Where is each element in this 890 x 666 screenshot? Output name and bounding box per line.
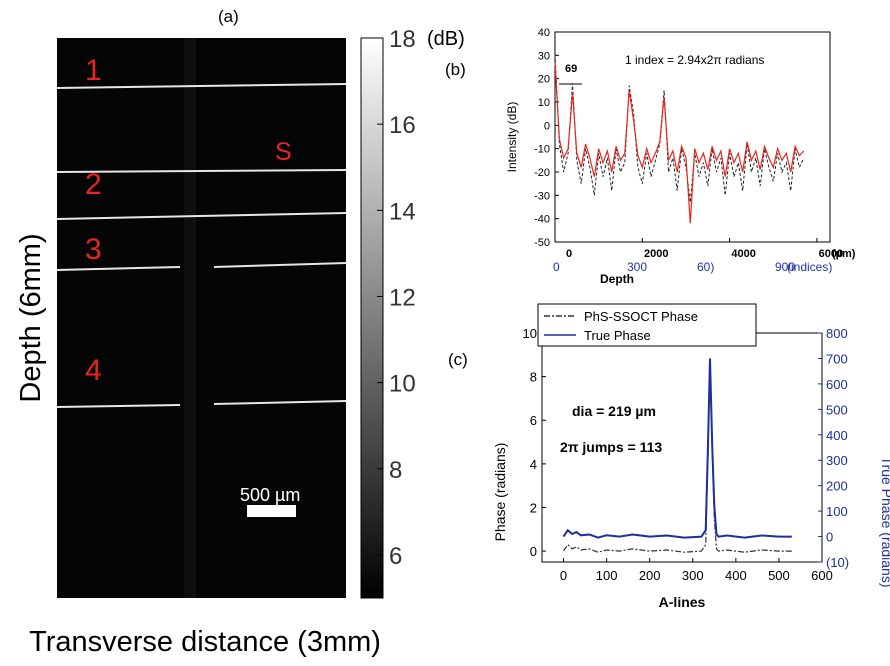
colorbar-tick-label: 8 (389, 457, 402, 484)
x-tick-label-c: 0 (560, 568, 567, 583)
oct-line-6 (213, 400, 347, 405)
oct-line-1 (56, 169, 347, 173)
y2-tick-label-c: 100 (826, 504, 848, 519)
x-tick-label-c: 400 (725, 568, 747, 583)
y2-tick-label-c: 800 (826, 326, 848, 341)
y-tick-label-b: 30 (538, 50, 550, 62)
y2label-c: True Phase (radians) (879, 457, 890, 588)
x-tick-label-b: 4000 (731, 248, 755, 260)
y2-tick-label-c: 600 (826, 377, 848, 392)
colorbar-tick-label: 12 (389, 284, 416, 311)
y-tick-label-b: 40 (538, 27, 550, 39)
colorbar-tick-label: 14 (389, 198, 416, 225)
x-tick-label-b: 0 (566, 248, 572, 260)
ylabel-b: Intensity (dB) (505, 102, 519, 173)
x-unit-b: (µm) (832, 248, 856, 260)
oct-image (57, 38, 346, 598)
colorbar-tick-label: 10 (389, 371, 416, 398)
layer-label-2: 2 (85, 168, 102, 201)
x2-tick-label-b: 300 (627, 260, 647, 274)
colorbar-ticks: 18 16 14 12 10 8 6 (377, 26, 416, 570)
y-tick-label-b: -40 (534, 214, 550, 226)
series-c-1 (562, 358, 792, 539)
panel-c-label: (c) (448, 350, 468, 369)
y-tick-label-b: 0 (544, 120, 550, 132)
xlabel-b: Depth (600, 272, 634, 286)
y-tick-label-b: 10 (538, 97, 550, 109)
y-tick-label-b: -30 (534, 190, 550, 202)
annotation-c-2: 2π jumps = 113 (560, 439, 662, 455)
x-tick-label-c: 600 (811, 568, 833, 583)
x-tick-label-b: 6000 (819, 248, 843, 260)
y-tick-label-b: -50 (534, 237, 550, 249)
y2-tick-label-c: (10) (826, 555, 849, 570)
oct-reflection-lines (56, 83, 347, 408)
y-tick-label-c: 0 (530, 544, 537, 559)
y2-tick-label-c: 300 (826, 453, 848, 468)
y2-tick-label-c: 200 (826, 479, 848, 494)
colorbar-tick-label: 6 (389, 543, 402, 570)
x2-tick-label-b: 900 (775, 260, 795, 274)
colorbar (360, 37, 384, 599)
y-tick-label-b: 20 (538, 74, 550, 86)
x-tick-label-c: 100 (596, 568, 618, 583)
series-c-0 (562, 359, 792, 553)
panel-a-label: (a) (218, 7, 239, 26)
oct-line-4 (213, 262, 347, 268)
y-tick-label-c: 8 (530, 370, 537, 385)
layer-label-1: 1 (85, 54, 102, 87)
series-b-1 (554, 62, 805, 224)
oct-line-5 (56, 404, 181, 408)
layer-label-3: 3 (85, 233, 102, 266)
annotation-c-1: dia = 219 µm (572, 403, 656, 419)
layer-label-4: 4 (85, 354, 102, 387)
panel-b-label: (b) (445, 60, 466, 79)
y-tick-label-c: 4 (530, 457, 537, 472)
series-b-0 (554, 55, 805, 203)
arrow-label-b: 69 (565, 63, 577, 75)
xlabel-c: A-lines (659, 594, 706, 610)
panel-a-ylabel: Depth (6mm) (15, 233, 47, 402)
oct-artifact-column (184, 38, 196, 598)
scale-bar (247, 505, 296, 517)
chart-c: 0 100 200 300 400 500 600 0 2 4 6 8 10 (10) 0 100 200 300… (492, 303, 890, 610)
x2-tick-label-b: 60) (697, 260, 714, 274)
legend-label-c-0: PhS-SSOCT Phase (584, 309, 698, 324)
panel-a-xlabel: Transverse distance (3mm) (29, 626, 381, 658)
x2-tick-label-b: 0 (553, 260, 560, 274)
y-tick-label-b: -20 (534, 167, 550, 179)
annotation-b: 1 index = 2.94x2π radians (625, 53, 764, 67)
y-tick-label-c: 6 (530, 413, 537, 428)
oct-line-2 (56, 212, 347, 220)
colorbar-tick-label: 18 (389, 26, 416, 53)
plot-frame-b (554, 31, 831, 243)
oct-line-3 (56, 266, 181, 271)
legend-box-c (537, 303, 757, 347)
y-tick-label-c: 2 (530, 500, 537, 515)
x-tick-label-c: 500 (768, 568, 790, 583)
ylabel-c: Phase (radians) (492, 443, 508, 542)
x-tick-label-c: 200 (639, 568, 661, 583)
legend-label-c-1: True Phase (584, 328, 651, 343)
colorbar-tick-label: 16 (389, 112, 416, 139)
y2-tick-label-c: 500 (826, 402, 848, 417)
x-tick-label-c: 300 (682, 568, 704, 583)
x2-label-b: (indices) (787, 260, 832, 274)
x-tick-label-b: 2000 (644, 248, 668, 260)
y2-tick-label-c: 400 (826, 428, 848, 443)
y2-tick-label-c: 700 (826, 351, 848, 366)
sample-label: S (275, 138, 292, 166)
scale-bar-label: 500 µm (240, 485, 300, 505)
y-tick-label-c: 10 (523, 326, 537, 341)
y-tick-label-b: -10 (534, 144, 550, 156)
y2-tick-label-c: 0 (826, 530, 833, 545)
colorbar-unit: (dB) (427, 28, 465, 50)
oct-line-0 (56, 83, 347, 89)
